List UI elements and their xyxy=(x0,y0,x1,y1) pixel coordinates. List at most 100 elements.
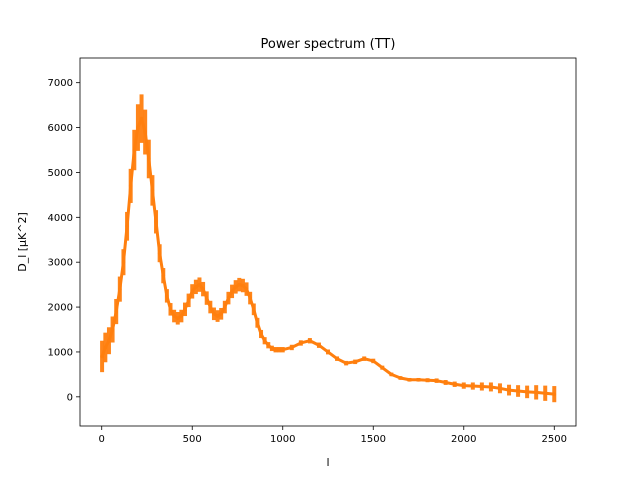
x-tick-label: 500 xyxy=(183,434,202,445)
data-point xyxy=(237,282,242,287)
data-point xyxy=(326,350,330,354)
y-axis-ticks: 0 1000 2000 3000 4000 5000 6000 7000 xyxy=(48,78,80,403)
data-point xyxy=(534,390,538,395)
data-point xyxy=(251,307,256,312)
data-point xyxy=(204,296,209,300)
y-tick-label: 7000 xyxy=(48,78,73,89)
data-point xyxy=(183,307,187,312)
x-axis-label: l xyxy=(326,456,329,469)
data-point xyxy=(165,294,169,298)
data-point xyxy=(407,377,412,382)
data-point xyxy=(425,378,430,383)
data-point xyxy=(175,316,180,321)
data-point xyxy=(371,359,376,363)
data-point xyxy=(241,283,245,288)
x-tick-label: 1500 xyxy=(361,434,386,445)
data-point xyxy=(461,383,466,388)
data-point xyxy=(110,327,115,332)
data-point xyxy=(259,332,263,336)
data-point xyxy=(208,305,213,309)
data-point xyxy=(226,296,231,300)
data-point xyxy=(353,360,357,364)
data-point xyxy=(498,386,502,391)
data-point xyxy=(168,307,173,312)
data-point xyxy=(139,116,144,121)
data-point xyxy=(186,298,191,303)
data-point xyxy=(543,391,548,396)
y-tick-label: 1000 xyxy=(48,347,73,358)
x-axis-ticks: 0 500 1000 1500 2000 2500 xyxy=(99,426,567,445)
y-tick-label: 6000 xyxy=(48,123,73,134)
data-point xyxy=(157,251,162,256)
data-point xyxy=(143,130,147,134)
data-point xyxy=(471,384,475,388)
data-point xyxy=(416,377,421,382)
data-point xyxy=(118,287,122,291)
data-point xyxy=(172,314,176,318)
data-point xyxy=(280,347,285,352)
data-point xyxy=(308,338,312,343)
data-point xyxy=(270,346,274,351)
y-axis-label: D_l [μK^2] xyxy=(16,212,29,272)
data-point xyxy=(266,343,271,348)
data-point xyxy=(552,392,557,396)
data-point xyxy=(230,289,234,294)
data-point xyxy=(289,345,294,350)
data-point xyxy=(489,385,493,389)
data-point xyxy=(100,354,104,359)
x-tick-label: 2500 xyxy=(542,434,567,445)
data-point xyxy=(362,356,367,361)
data-point xyxy=(507,388,511,392)
y-tick-label: 5000 xyxy=(48,168,73,179)
data-point xyxy=(434,378,439,383)
data-point xyxy=(317,343,321,348)
chart-title: Power spectrum (TT) xyxy=(261,37,396,52)
data-point xyxy=(136,125,140,130)
data-point xyxy=(128,184,133,188)
data-point xyxy=(146,157,151,161)
plot-frame xyxy=(79,57,577,427)
data-point xyxy=(197,282,202,287)
data-point xyxy=(212,312,216,316)
y-tick-label: 3000 xyxy=(48,258,73,269)
data-point xyxy=(179,314,184,318)
data-point xyxy=(335,356,339,361)
data-point xyxy=(215,314,220,318)
y-tick-label: 0 xyxy=(67,392,73,403)
data-point xyxy=(299,341,303,345)
data-point xyxy=(107,338,111,343)
data-point xyxy=(277,347,281,352)
data-point xyxy=(389,372,394,377)
data-point xyxy=(223,305,227,309)
y-tick-label: 2000 xyxy=(48,303,73,314)
data-point xyxy=(273,347,278,352)
data-point xyxy=(344,361,348,365)
x-tick-label: 0 xyxy=(99,434,105,445)
data-point xyxy=(114,309,119,314)
data-point xyxy=(248,296,252,300)
data-point xyxy=(233,285,238,289)
data-point xyxy=(398,376,403,380)
data-point xyxy=(150,188,155,193)
data-point xyxy=(219,312,223,316)
data-point xyxy=(262,338,267,343)
data-point xyxy=(255,320,260,325)
data-point xyxy=(132,148,137,152)
data-point xyxy=(121,260,126,264)
data-point xyxy=(154,220,158,224)
data-point xyxy=(125,224,129,229)
data-point xyxy=(516,389,520,393)
y-tick-label: 4000 xyxy=(48,213,73,224)
data-point xyxy=(190,289,195,294)
data-point xyxy=(194,285,198,289)
data-point xyxy=(244,287,249,291)
data-point xyxy=(452,382,457,387)
data-point xyxy=(161,273,166,278)
data-point xyxy=(380,365,385,370)
x-tick-label: 1000 xyxy=(270,434,295,445)
data-point xyxy=(443,380,448,385)
data-points xyxy=(100,116,557,396)
x-tick-label: 2000 xyxy=(451,434,476,445)
data-point xyxy=(525,390,529,394)
